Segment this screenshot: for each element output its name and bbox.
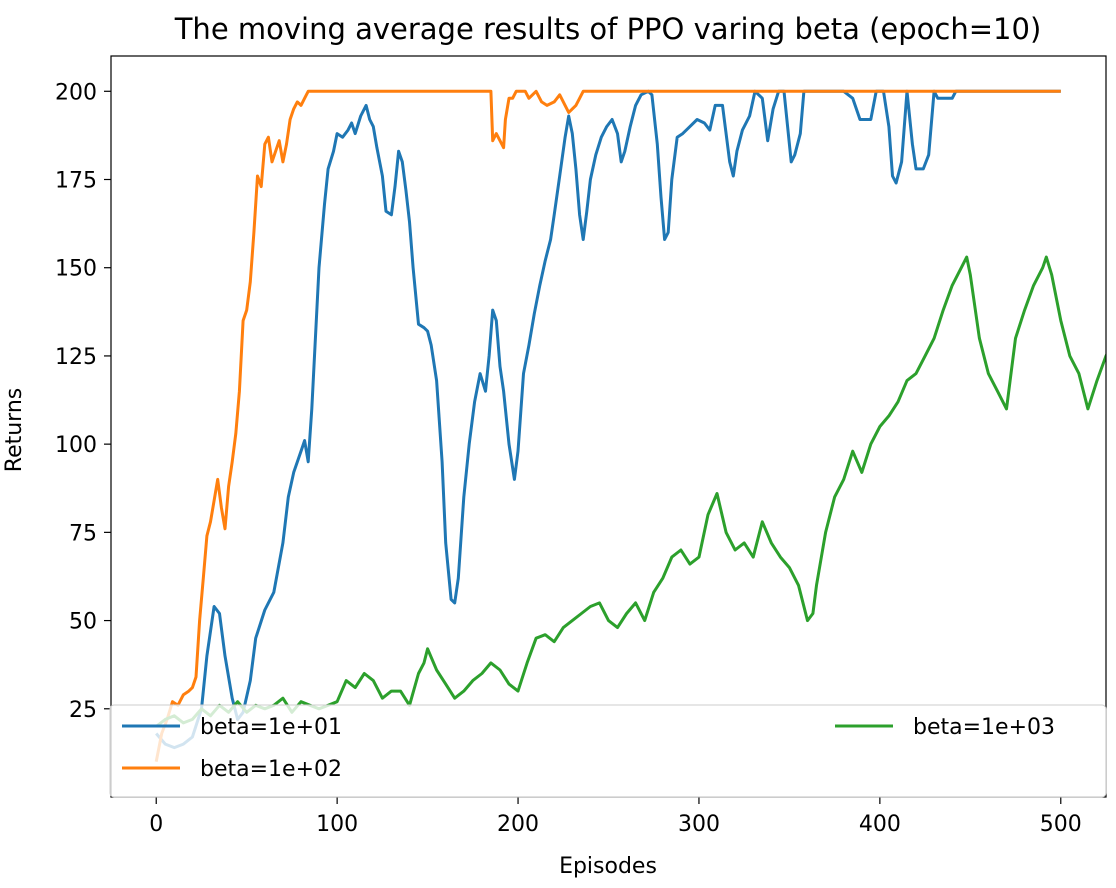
y-tick-label: 200 xyxy=(55,80,97,105)
legend-label-beta-1e01: beta=1e+01 xyxy=(200,715,342,740)
series-line-3 xyxy=(155,255,1106,728)
x-tick-label: 0 xyxy=(149,812,163,837)
y-tick-label: 100 xyxy=(55,433,97,458)
y-axis: 25 50 75 100 125 150 175 200 xyxy=(55,80,111,723)
series-line-2 xyxy=(154,89,1061,762)
y-tick-label: 175 xyxy=(55,169,97,194)
series-group xyxy=(154,89,1106,762)
legend-box xyxy=(109,704,1107,798)
x-tick-label: 300 xyxy=(678,812,720,837)
x-tick-label: 100 xyxy=(316,812,358,837)
chart-title: The moving average results of PPO varing… xyxy=(174,12,1042,46)
legend: beta=1e+01 beta=1e+02 beta=1e+03 xyxy=(109,704,1107,798)
x-tick-label: 400 xyxy=(859,812,901,837)
x-tick-label: 500 xyxy=(1040,812,1082,837)
y-tick-label: 50 xyxy=(69,610,97,635)
x-axis: 0 100 200 300 400 500 xyxy=(149,797,1082,837)
x-axis-title: Episodes xyxy=(559,854,657,879)
y-axis-title: Returns xyxy=(2,388,27,472)
plot-frame xyxy=(110,55,1107,798)
series-line-1 xyxy=(155,89,1061,750)
y-tick-label: 150 xyxy=(55,257,97,282)
y-tick-label: 125 xyxy=(55,345,97,370)
legend-label-beta-1e02: beta=1e+02 xyxy=(200,757,342,782)
x-tick-label: 200 xyxy=(497,812,539,837)
y-tick-label: 25 xyxy=(69,698,97,723)
legend-label-beta-1e03: beta=1e+03 xyxy=(913,715,1055,740)
y-tick-label: 75 xyxy=(69,521,97,546)
